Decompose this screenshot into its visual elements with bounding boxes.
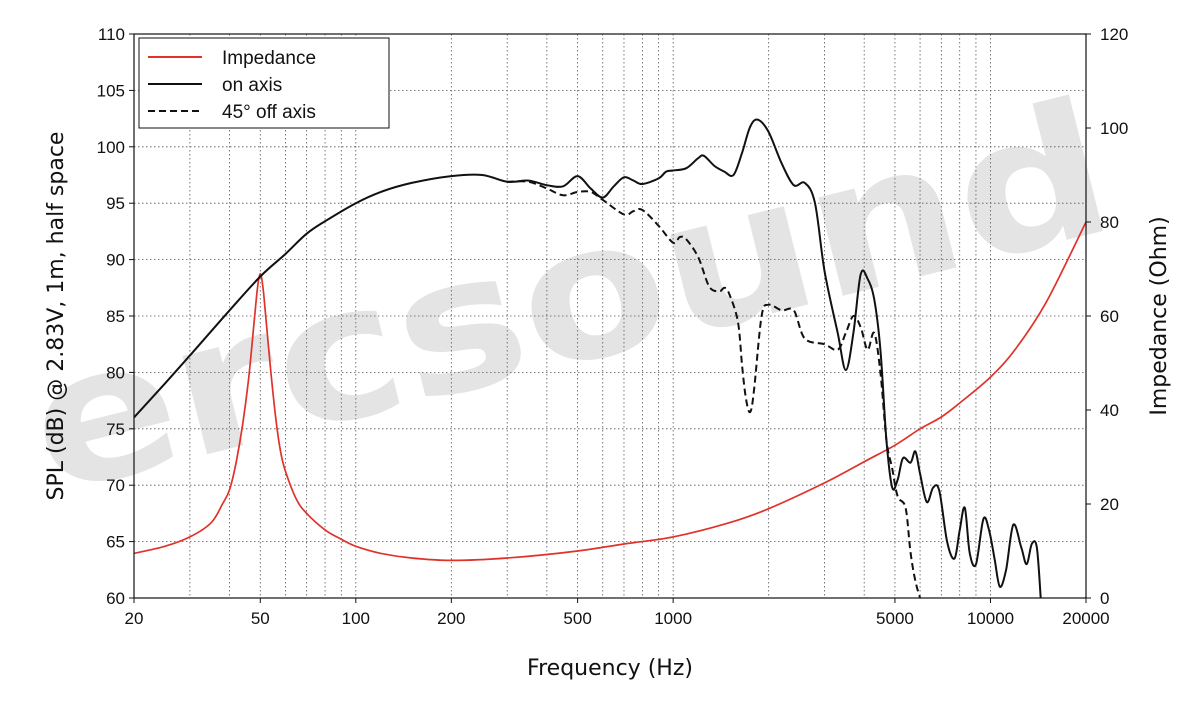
legend-label-impedance: Impedance: [222, 48, 316, 69]
y-right-tick-label: 80: [1100, 213, 1119, 232]
legend: Impedance on axis 45° off axis: [138, 37, 390, 129]
legend-label-45-off-axis: 45° off axis: [222, 102, 316, 123]
grid-lines: [133, 34, 1087, 598]
watermark-logo: ercsound: [8, 61, 1131, 537]
y-left-tick-label: 65: [106, 533, 125, 552]
y-left-tick-label: 95: [106, 194, 125, 213]
x-tick-label: 20000: [1062, 609, 1109, 628]
y-right-tick-label: 60: [1100, 307, 1119, 326]
x-tick-label: 10000: [967, 609, 1014, 628]
y-right-axis-title: Impedance (Ohm): [1147, 216, 1172, 415]
legend-label-on-axis: on axis: [222, 75, 282, 96]
x-tick-label: 50: [251, 609, 270, 628]
y-left-axis-title: SPL (dB) @ 2.83V, 1m, half space: [44, 132, 69, 501]
y-left-tick-label: 60: [106, 589, 125, 608]
y-right-tick-label: 40: [1100, 401, 1119, 420]
x-tick-label: 20: [125, 609, 144, 628]
series-layer: [134, 118, 1086, 598]
y-left-tick-label: 90: [106, 251, 125, 270]
x-tick-label: 1000: [654, 609, 692, 628]
y-left-tick-label: 85: [106, 307, 125, 326]
y-right-tick-label: 100: [1100, 119, 1128, 138]
y-right-tick-label: 0: [1100, 589, 1109, 608]
x-tick-label: 100: [342, 609, 370, 628]
tick-labels: 20 50 100 200 500 1000 5000 10000 20000606570758…: [97, 25, 1129, 628]
y-right-tick-label: 20: [1100, 495, 1119, 514]
y-left-tick-label: 105: [97, 81, 125, 100]
x-tick-label: 5000: [876, 609, 914, 628]
y-left-tick-label: 75: [106, 420, 125, 439]
x-axis-title: Frequency (Hz): [527, 656, 693, 681]
series-line-45-off-axis: [507, 180, 922, 598]
watermark-text: ercsound: [8, 61, 1131, 537]
y-right-tick-label: 120: [1100, 25, 1128, 44]
y-left-tick-label: 80: [106, 363, 125, 382]
y-left-tick-label: 100: [97, 138, 125, 157]
y-left-tick-label: 70: [106, 476, 125, 495]
y-left-tick-label: 110: [98, 25, 125, 44]
x-tick-label: 200: [437, 609, 465, 628]
series-line-on-axis: [134, 118, 1042, 598]
x-tick-label: 500: [563, 609, 591, 628]
series-line-impedance: [134, 221, 1086, 562]
